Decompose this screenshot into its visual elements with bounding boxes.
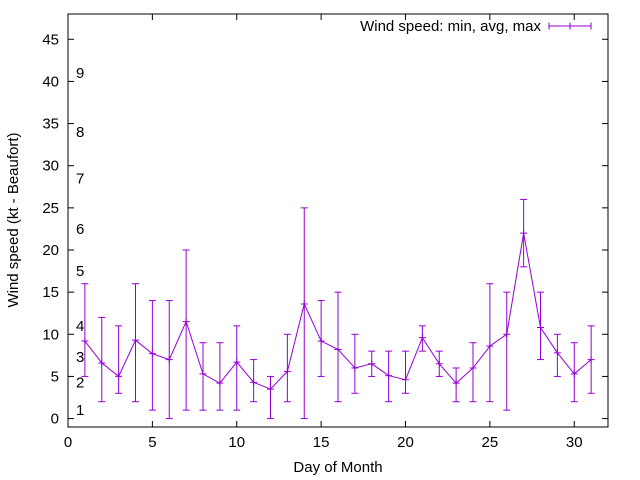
average-marker (587, 356, 595, 364)
average-marker (435, 360, 443, 368)
y-tick-label: 20 (42, 242, 59, 259)
average-marker (334, 345, 342, 353)
beaufort-label: 1 (76, 402, 84, 419)
x-tick-label: 10 (228, 434, 245, 451)
x-tick-label: 30 (566, 434, 583, 451)
average-marker (418, 334, 426, 342)
average-marker (351, 364, 359, 372)
beaufort-label: 8 (76, 124, 84, 141)
average-marker (81, 337, 89, 345)
y-tick-label: 5 (51, 368, 59, 385)
y-tick-label: 45 (42, 31, 59, 48)
y-tick-label: 0 (51, 411, 59, 428)
beaufort-label: 5 (76, 263, 84, 280)
beaufort-label: 4 (76, 318, 84, 335)
average-marker (132, 336, 139, 344)
average-marker (469, 364, 477, 372)
average-marker (402, 376, 409, 384)
average-marker (553, 349, 561, 357)
average-marker (452, 379, 460, 387)
average-marker (300, 300, 308, 308)
average-marker (233, 358, 241, 366)
average-marker (283, 367, 291, 375)
legend: Wind speed: min, avg, max (360, 18, 592, 35)
beaufort-label: 9 (76, 65, 84, 82)
y-tick-label: 10 (42, 326, 59, 343)
y-tick-label: 30 (42, 158, 59, 175)
average-marker (385, 372, 393, 380)
x-tick-label: 20 (397, 434, 414, 451)
x-tick-label: 0 (64, 434, 72, 451)
plot-frame (67, 13, 609, 428)
beaufort-label: 2 (76, 374, 84, 391)
average-marker (98, 359, 106, 367)
y-tick-label: 40 (42, 73, 59, 90)
average-marker (503, 330, 511, 338)
average-marker (250, 378, 258, 386)
beaufort-scale-labels: 1 2 3 4 5 6 7 8 9 (76, 65, 84, 419)
legend-sample (548, 22, 592, 30)
x-tick-label: 15 (313, 434, 330, 451)
y-tick-label: 35 (42, 116, 59, 133)
legend-label: Wind speed: min, avg, max (360, 18, 541, 35)
legend-marker (566, 22, 574, 30)
average-marker (216, 379, 224, 387)
average-marker (148, 350, 156, 358)
beaufort-label: 3 (76, 349, 84, 366)
beaufort-label: 6 (76, 221, 84, 238)
x-axis-title: Day of Month (293, 459, 382, 476)
average-marker (486, 342, 494, 350)
beaufort-label: 7 (76, 170, 84, 187)
y-tick-label: 25 (42, 200, 59, 217)
x-tick-label: 5 (148, 434, 156, 451)
average-marker (182, 318, 190, 326)
y-tick-label: 15 (42, 284, 59, 301)
average-marker (199, 370, 207, 378)
average-marker (165, 356, 173, 364)
average-marker (537, 324, 544, 332)
average-marker (267, 385, 274, 393)
average-marker (570, 370, 578, 378)
error-bars (81, 198, 595, 420)
average-markers (81, 229, 595, 393)
average-marker (115, 372, 123, 380)
y-axis-title: Wind speed (kt - Beaufort) (5, 132, 22, 307)
average-marker (520, 229, 528, 237)
x-tick-label: 25 (482, 434, 499, 451)
average-marker (317, 337, 325, 345)
axis-ticks (67, 14, 608, 427)
average-marker (368, 360, 376, 368)
